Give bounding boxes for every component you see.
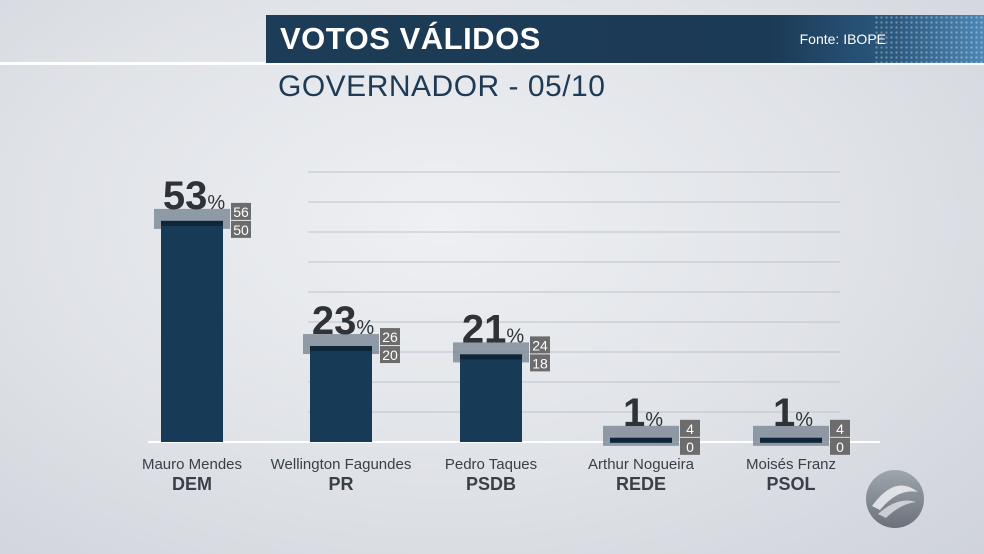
range-lower-box [231, 220, 251, 238]
banner-texture [874, 15, 984, 63]
chart-subtitle: GOVERNADOR - 05/10 [278, 70, 606, 103]
chart-title: VOTOS VÁLIDOS [280, 21, 541, 56]
range-lower-label: 18 [532, 355, 548, 371]
party-label: PSDB [466, 474, 516, 494]
range-lower-label: 20 [382, 347, 398, 363]
party-label: PR [328, 474, 353, 494]
candidate-name: Wellington Fagundes [271, 456, 412, 473]
range-upper-box [231, 202, 251, 220]
range-upper-box [830, 419, 850, 437]
range-upper-label: 56 [233, 204, 249, 220]
candidate-name: Mauro Mendes [142, 456, 242, 473]
range-upper-label: 4 [686, 421, 694, 437]
header-rule [0, 62, 984, 65]
bar-top [310, 346, 372, 352]
range-upper-box [380, 328, 400, 346]
range-upper-label: 26 [382, 329, 398, 345]
value-label: 23% [312, 299, 375, 343]
value-label: 1% [623, 391, 663, 435]
bar [310, 346, 372, 442]
range-upper-label: 4 [836, 421, 844, 437]
party-label: DEM [172, 474, 212, 494]
bar-top [161, 220, 223, 226]
range-lower-box [830, 437, 850, 455]
range-lower-box [680, 437, 700, 455]
bar [460, 354, 522, 442]
range-upper-box [530, 336, 550, 354]
bar-top [610, 437, 672, 443]
bar [161, 220, 223, 442]
range-lower-box [380, 346, 400, 364]
value-label: 21% [462, 307, 525, 351]
value-label: 53% [163, 174, 226, 218]
bar-top [760, 437, 822, 443]
range-upper-box [680, 419, 700, 437]
party-label: REDE [616, 474, 666, 494]
candidate-name: Arthur Nogueira [588, 456, 695, 473]
party-label: PSOL [766, 474, 815, 494]
tv-station-logo-icon [866, 470, 924, 528]
range-lower-label: 50 [233, 222, 249, 238]
range-lower-label: 0 [686, 439, 694, 455]
range-lower-box [530, 354, 550, 372]
source-label: Fonte: IBOPE [799, 31, 886, 47]
value-label: 1% [773, 391, 813, 435]
range-upper-label: 24 [532, 337, 548, 353]
candidate-name: Pedro Taques [445, 456, 537, 473]
title-banner: VOTOS VÁLIDOS Fonte: IBOPE [266, 15, 984, 63]
range-lower-label: 0 [836, 439, 844, 455]
bar-top [460, 354, 522, 360]
candidate-name: Moisés Franz [746, 456, 836, 473]
